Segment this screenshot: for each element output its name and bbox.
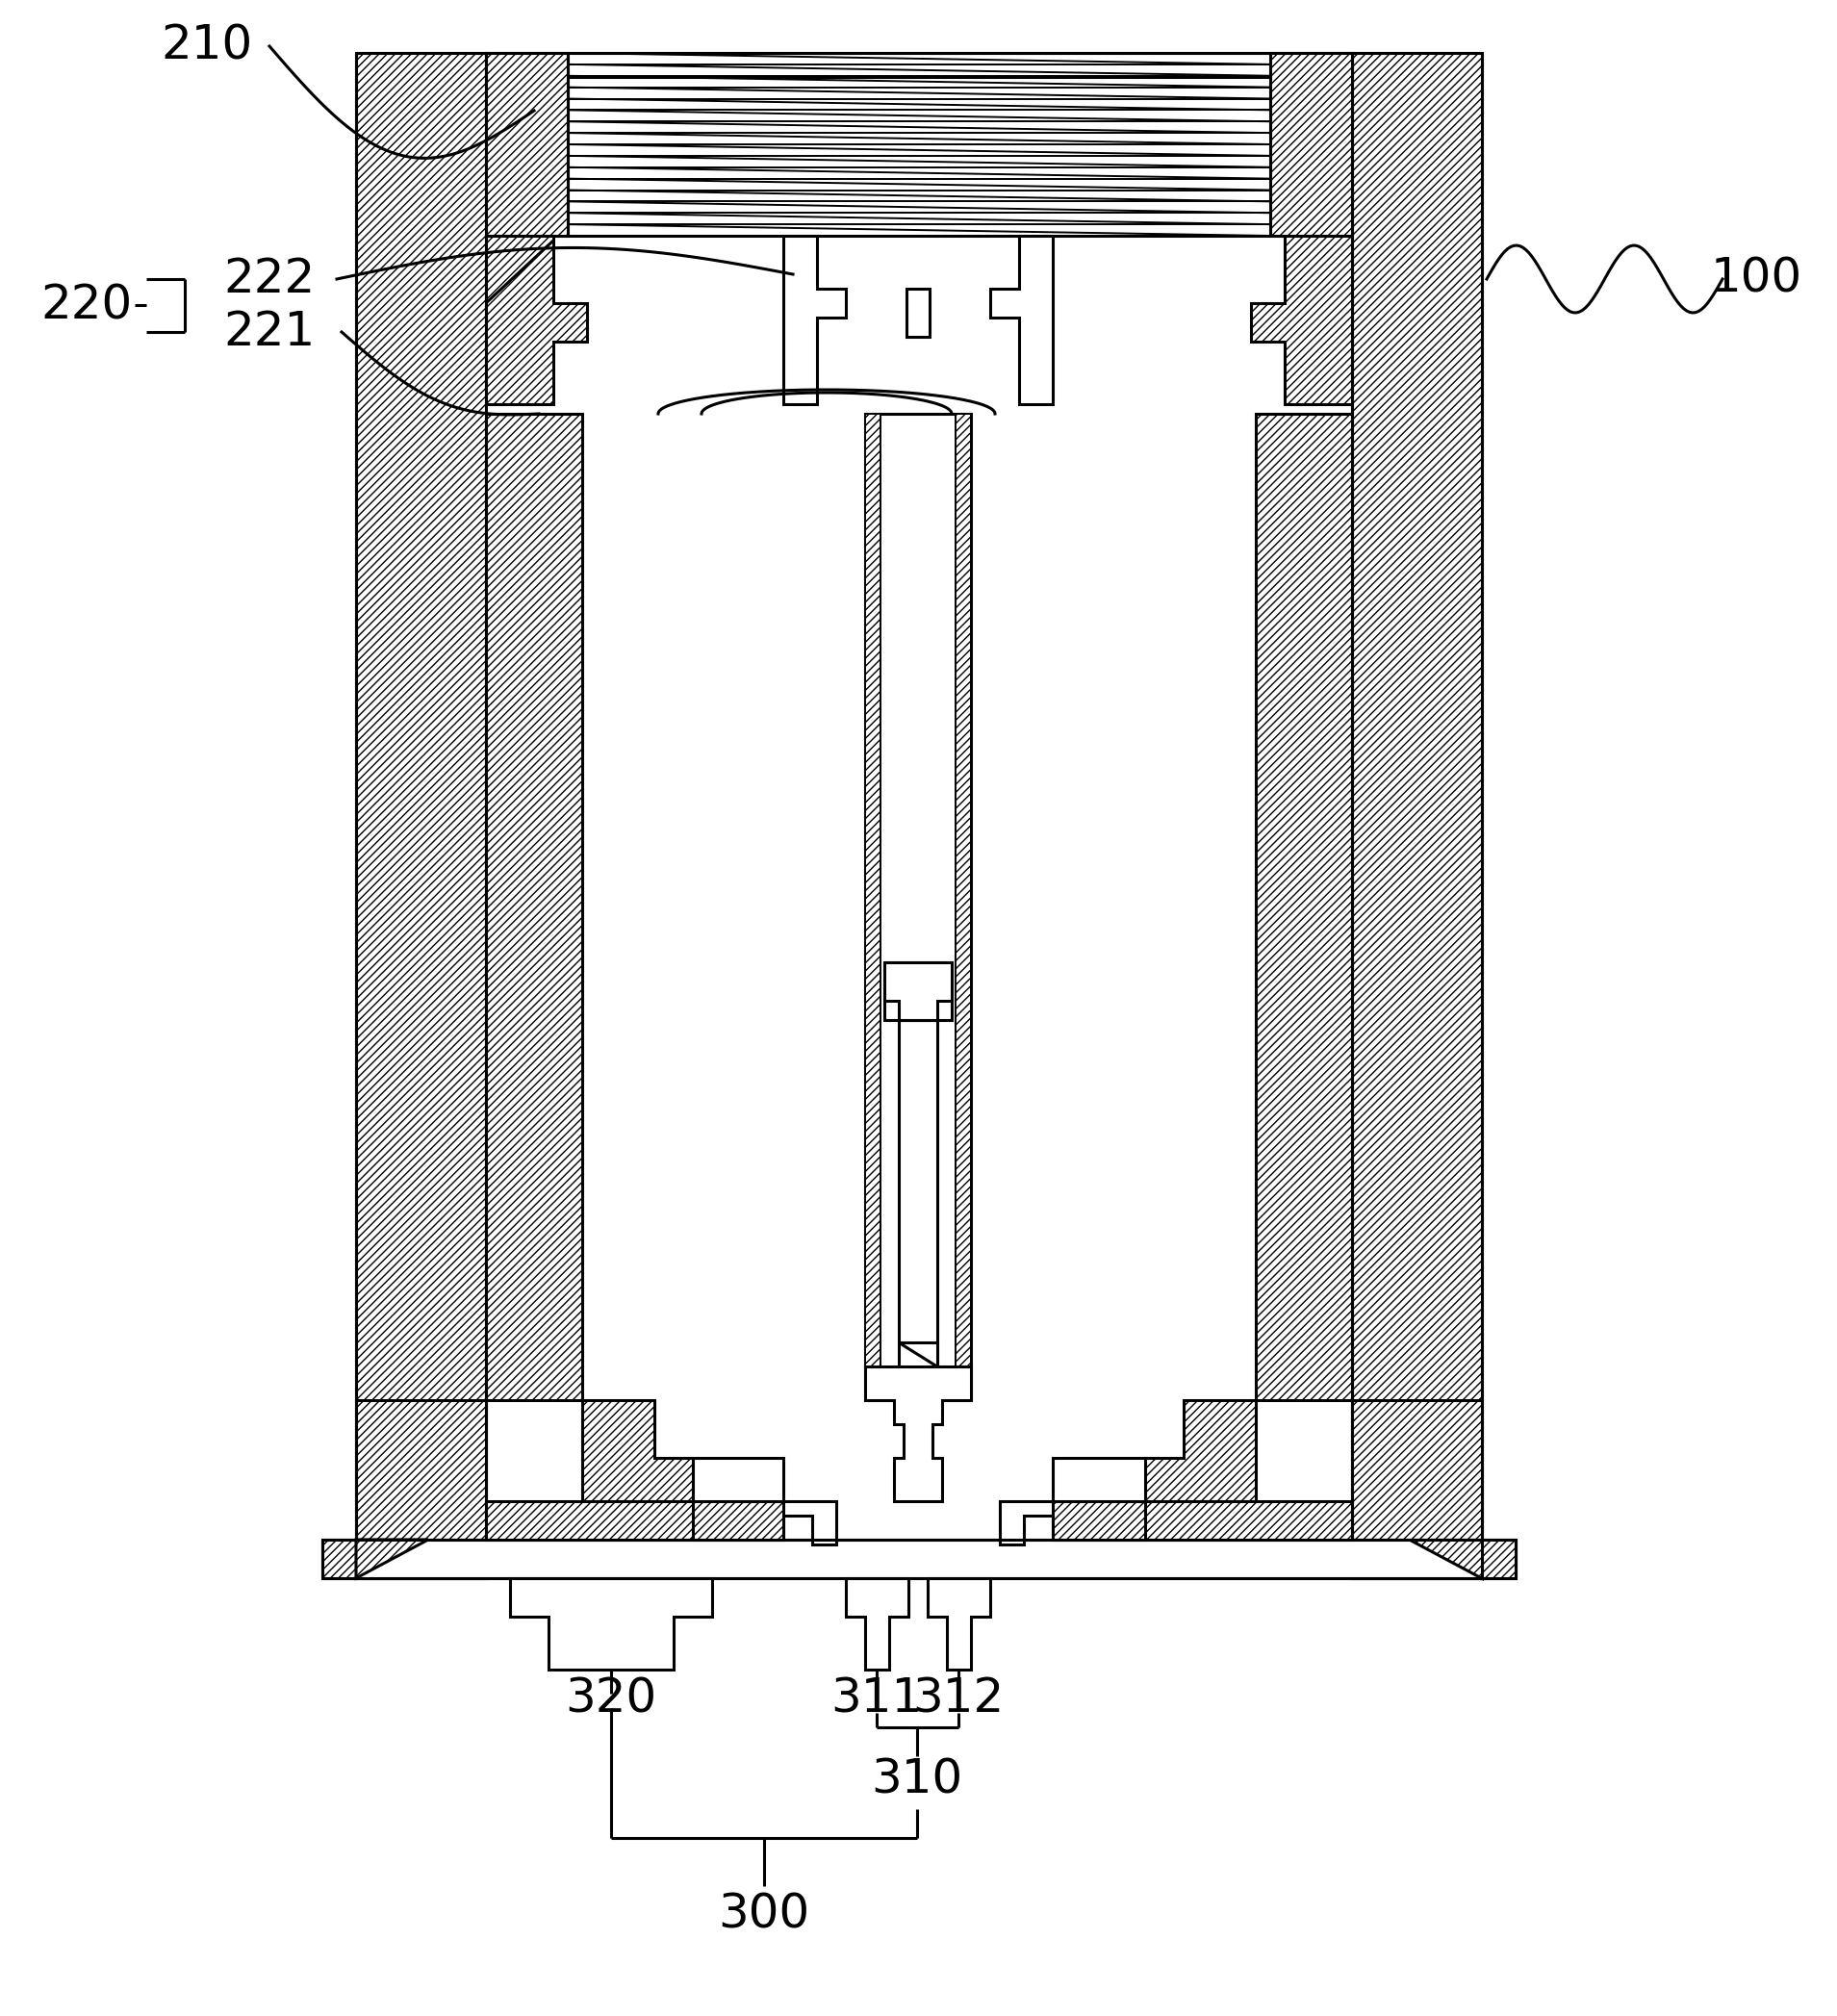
Text: 210: 210	[162, 22, 254, 69]
Text: 221: 221	[224, 308, 316, 355]
Polygon shape	[487, 236, 588, 403]
Text: 312: 312	[913, 1675, 1005, 1722]
Polygon shape	[865, 1367, 972, 1502]
Text: 310: 310	[871, 1758, 963, 1804]
Polygon shape	[582, 1401, 693, 1502]
Polygon shape	[1144, 1401, 1257, 1502]
Polygon shape	[487, 52, 1352, 77]
Polygon shape	[356, 1540, 428, 1579]
Polygon shape	[955, 413, 972, 1401]
Polygon shape	[999, 1458, 1144, 1544]
Polygon shape	[1251, 236, 1352, 403]
Text: 320: 320	[566, 1675, 658, 1722]
Polygon shape	[884, 962, 952, 1020]
Polygon shape	[356, 52, 487, 1579]
Polygon shape	[356, 1401, 487, 1540]
Polygon shape	[356, 1540, 487, 1579]
Text: 311: 311	[830, 1675, 922, 1722]
Polygon shape	[487, 413, 582, 1401]
Polygon shape	[1352, 1540, 1482, 1579]
Polygon shape	[511, 1579, 713, 1669]
Polygon shape	[928, 1579, 990, 1669]
Polygon shape	[693, 1458, 836, 1544]
Polygon shape	[865, 413, 972, 1401]
Text: 300: 300	[718, 1891, 810, 1937]
Polygon shape	[1053, 1502, 1352, 1540]
Polygon shape	[1257, 413, 1352, 1401]
Polygon shape	[321, 1540, 1516, 1579]
Polygon shape	[1352, 1401, 1482, 1540]
Polygon shape	[1053, 1502, 1144, 1540]
Polygon shape	[898, 1020, 937, 1401]
Polygon shape	[1352, 52, 1482, 1579]
Polygon shape	[906, 288, 930, 337]
Polygon shape	[783, 236, 845, 403]
Polygon shape	[865, 413, 880, 1401]
Polygon shape	[884, 962, 952, 1020]
Polygon shape	[845, 1579, 907, 1669]
Polygon shape	[487, 52, 568, 236]
Polygon shape	[1409, 1540, 1482, 1579]
Polygon shape	[1269, 52, 1352, 236]
Text: 222: 222	[224, 256, 316, 302]
Polygon shape	[487, 1502, 783, 1540]
Polygon shape	[1482, 1540, 1516, 1579]
Text: 220: 220	[40, 282, 132, 329]
Polygon shape	[693, 1502, 783, 1540]
Polygon shape	[990, 236, 1053, 403]
Polygon shape	[898, 1343, 937, 1367]
Text: 100: 100	[1710, 256, 1802, 302]
Polygon shape	[321, 1540, 356, 1579]
